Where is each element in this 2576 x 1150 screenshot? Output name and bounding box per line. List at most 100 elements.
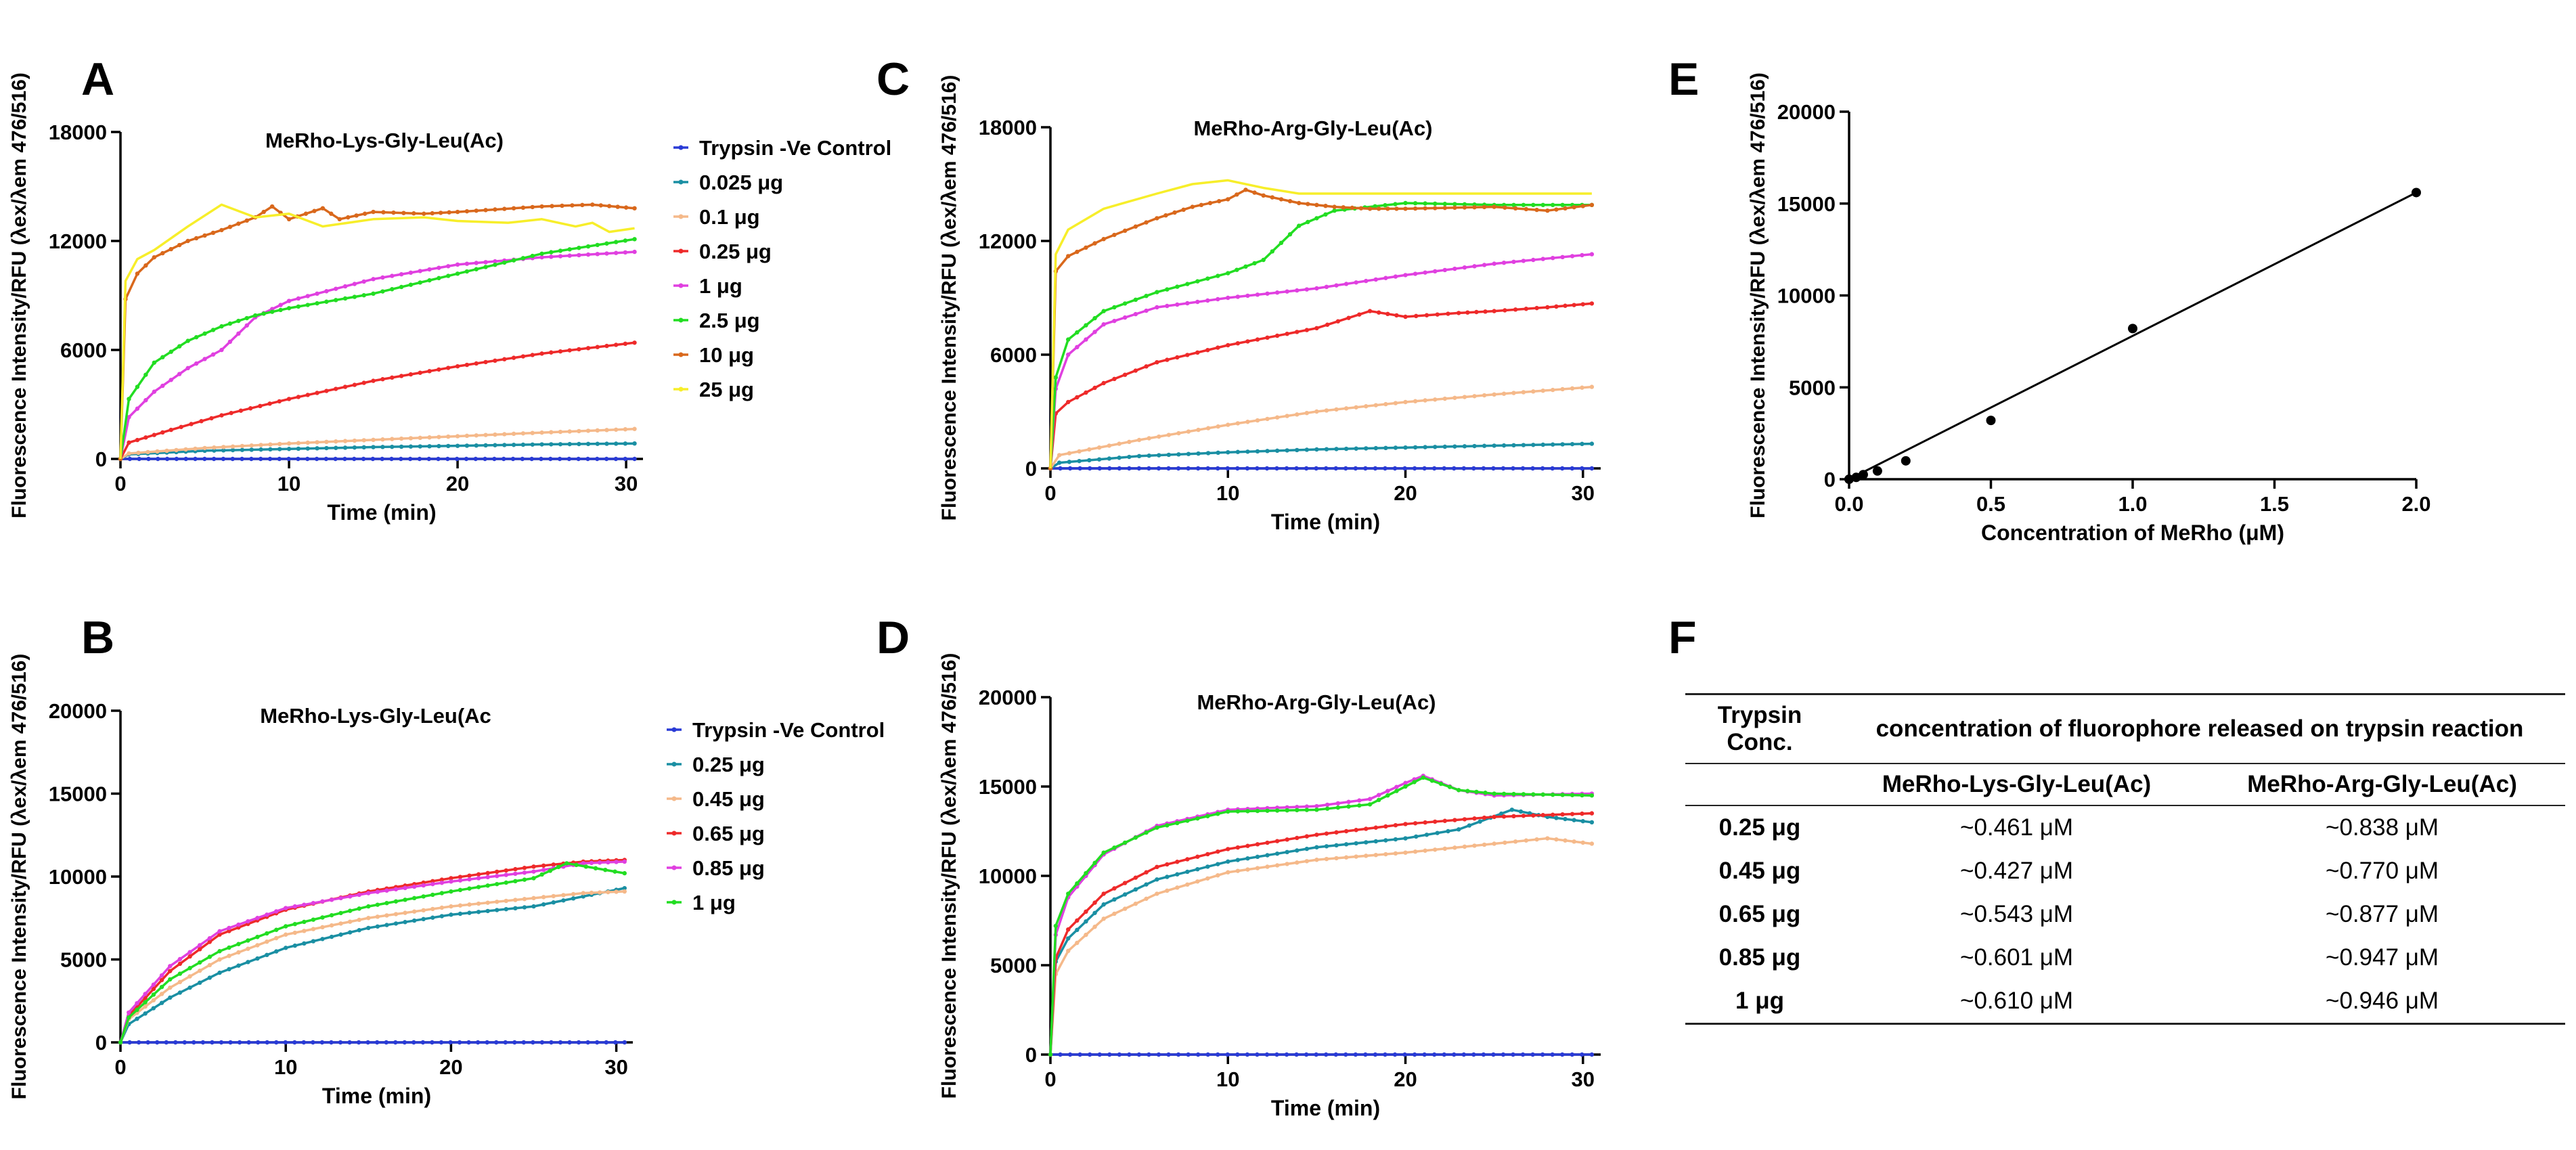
series-point: [1226, 271, 1230, 275]
series-point: [177, 979, 183, 985]
series-point: [1471, 1052, 1476, 1057]
series-point: [1285, 414, 1289, 418]
series-point: [381, 210, 386, 215]
series-point: [246, 1040, 251, 1045]
series-point: [1133, 311, 1138, 317]
x-tick-label: 30: [615, 472, 638, 495]
series-point: [576, 456, 581, 462]
series-point: [1385, 793, 1390, 798]
series-point: [449, 889, 453, 894]
series-point: [296, 304, 301, 309]
series-point: [143, 435, 148, 440]
series-point: [558, 429, 563, 435]
series-point: [1376, 206, 1381, 211]
y-tick-label: 12000: [979, 229, 1037, 253]
series-point: [1235, 267, 1239, 272]
series-point: [389, 456, 394, 462]
series-point: [210, 328, 216, 332]
series-point: [604, 428, 609, 433]
series-point: [1570, 386, 1575, 391]
series-point: [1520, 466, 1526, 471]
series-point: [1472, 394, 1477, 399]
series-point: [194, 361, 199, 366]
series-point: [334, 439, 338, 444]
series-point: [177, 990, 183, 995]
series-point: [1560, 386, 1565, 392]
series-point: [1423, 820, 1427, 825]
series-point: [1462, 205, 1467, 210]
series-point: [1332, 204, 1337, 209]
series-point: [1412, 1052, 1417, 1057]
series-point: [455, 363, 460, 369]
legend-marker: [678, 283, 684, 288]
series-point: [265, 952, 269, 958]
series-point: [1314, 808, 1319, 812]
series-point: [1530, 1052, 1535, 1057]
series-point: [1424, 313, 1429, 317]
series-3: [118, 858, 627, 1045]
y-tick-label: 0: [95, 1031, 107, 1055]
series-point: [1245, 856, 1250, 861]
series-point: [1433, 445, 1438, 449]
series-point: [1521, 390, 1526, 395]
series-point: [464, 443, 470, 448]
series-point: [1531, 389, 1536, 394]
series-point: [1393, 401, 1398, 405]
series-point: [401, 211, 406, 215]
series-point: [168, 995, 173, 1000]
legend-label: 0.25 μg: [699, 240, 772, 263]
series-point: [427, 267, 432, 272]
series-point: [1216, 450, 1220, 456]
chart-panel-b: 0 5000 10000 15000 20000 0 10 20 30 Time (min) Flu…: [8, 654, 633, 1108]
series-point: [623, 238, 628, 243]
series-point: [1472, 205, 1477, 210]
series-point: [1491, 466, 1496, 471]
series-point: [1343, 842, 1349, 847]
series-point: [1075, 249, 1080, 255]
series-point: [127, 1015, 131, 1020]
series-point: [446, 366, 451, 370]
series-point: [595, 252, 600, 257]
series-point: [329, 1040, 334, 1045]
series-point: [581, 861, 585, 866]
series-point: [366, 904, 371, 909]
series-point: [1304, 804, 1310, 809]
series-point: [483, 443, 488, 448]
series-point: [1456, 788, 1461, 793]
series-point: [1144, 830, 1149, 835]
series-point: [1245, 843, 1250, 848]
series-point: [560, 203, 564, 208]
series-point: [143, 992, 148, 996]
series-point: [1264, 466, 1270, 471]
series-point: [1447, 784, 1452, 789]
series-point: [292, 922, 297, 927]
legend-marker: [678, 214, 684, 219]
series-point: [549, 1040, 554, 1045]
series-point: [1570, 254, 1575, 259]
series-point: [549, 430, 554, 435]
table-spacer: [1685, 763, 1834, 806]
series-point: [1205, 276, 1210, 281]
panel-f-table: Trypsin Conc. concentration of fluoropho…: [1685, 693, 2565, 1025]
series-point: [221, 448, 226, 453]
series-point: [159, 992, 164, 996]
series-point: [1403, 314, 1408, 319]
series-point: [1075, 881, 1080, 886]
series-point: [249, 456, 254, 462]
x-axis-label: Time (min): [1271, 510, 1380, 534]
series-point: [380, 275, 385, 280]
scatter-point: [2128, 324, 2137, 334]
series-point: [1216, 345, 1220, 350]
series-point: [430, 881, 435, 887]
series-point: [1353, 1052, 1358, 1057]
series-point: [1343, 282, 1349, 286]
series-3: [1048, 301, 1595, 471]
series-point: [1323, 204, 1328, 208]
series-point: [455, 262, 460, 267]
series-6: [1048, 187, 1595, 471]
series-point: [320, 206, 326, 211]
series-line: [1049, 774, 1592, 1055]
series-point: [439, 881, 445, 885]
series-point: [164, 456, 170, 462]
series-point: [1462, 817, 1467, 822]
